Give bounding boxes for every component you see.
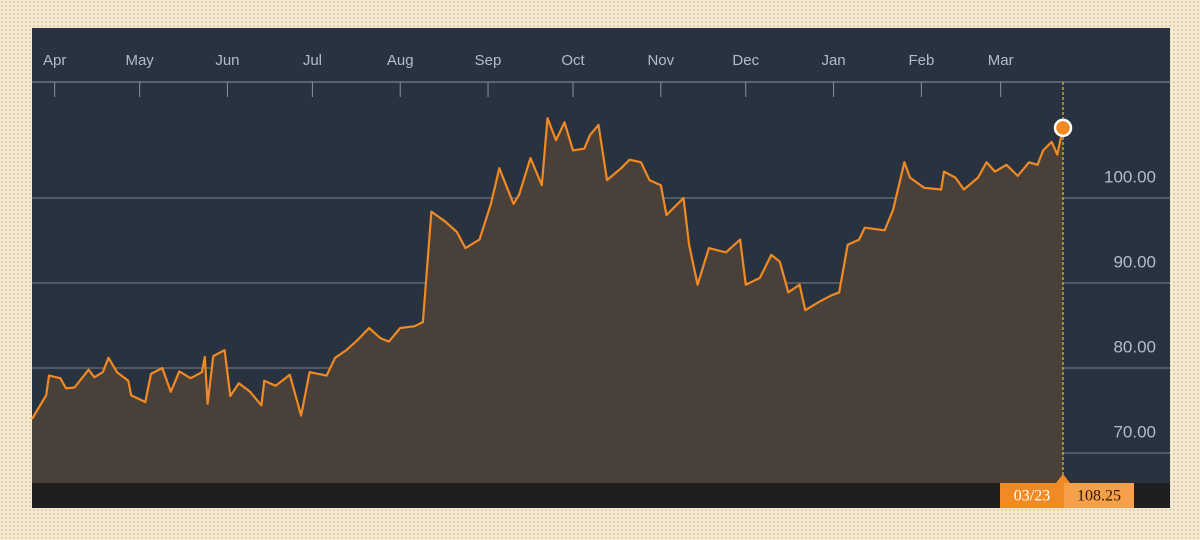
last-point: [1053, 118, 1073, 138]
value-box: [1064, 483, 1134, 508]
x-tick-label: Aug: [387, 52, 414, 69]
area: [32, 118, 1063, 483]
y-tick-label: 80.00: [1113, 337, 1156, 356]
x-tick-label: Sep: [475, 52, 502, 69]
x-tick-label: Feb: [908, 52, 934, 69]
plot: 70.00 80.00 90.00 100.00 Apr May Jun Jul Aug Sep O…: [31, 52, 1170, 483]
x-tick-label: Mar: [988, 52, 1014, 69]
footer-bar: [32, 483, 1170, 508]
y-tick-label: 70.00: [1113, 422, 1156, 441]
pointer: [1056, 474, 1070, 483]
date-box: [1000, 483, 1064, 508]
x-tick-label: Nov: [647, 52, 674, 69]
x-tick-label: Jun: [215, 52, 239, 69]
x-tick-label: Dec: [732, 52, 759, 69]
x-tick-label: May: [125, 52, 154, 69]
x-tick-label: Jul: [303, 52, 322, 69]
y-tick-label: 100.00: [1104, 167, 1156, 186]
price-line: [31, 117, 1065, 420]
x-tick-label: Apr: [43, 52, 66, 69]
y-tick-label: 90.00: [1113, 252, 1156, 271]
last-value: 108.25: [1077, 488, 1121, 505]
x-tick-label: Jan: [821, 52, 845, 69]
last-date: 03/23: [1014, 488, 1050, 505]
x-tick-label: Oct: [561, 52, 585, 69]
